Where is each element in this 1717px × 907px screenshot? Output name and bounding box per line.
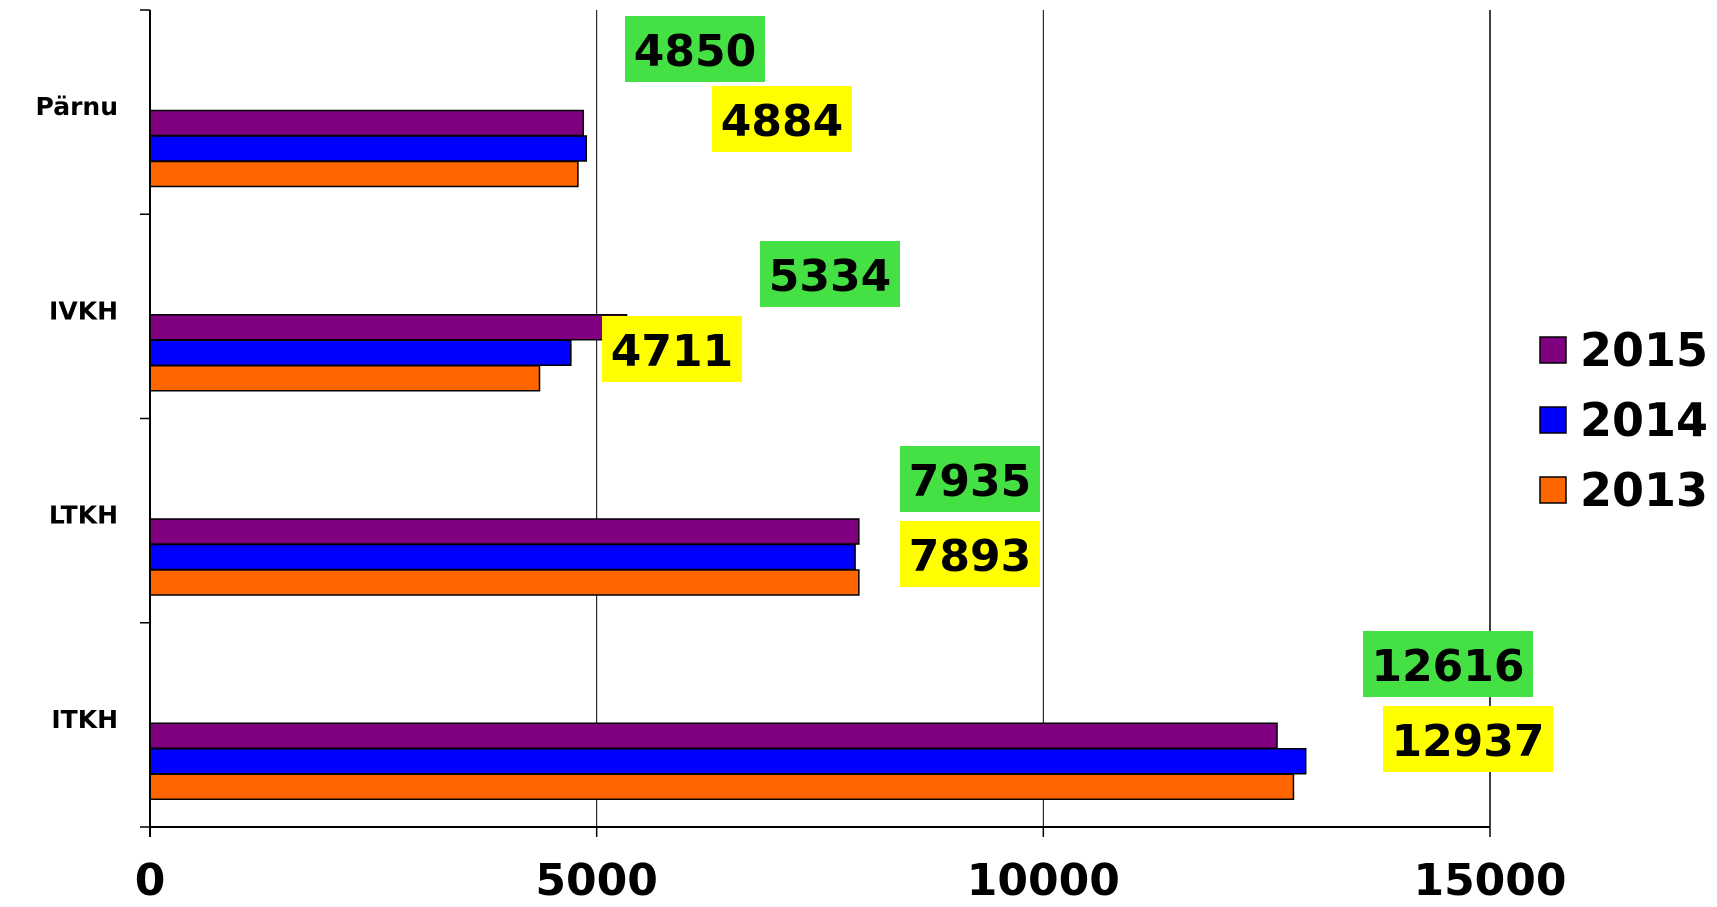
data-label-2014: 7893 xyxy=(900,521,1040,587)
bar-2015-2 xyxy=(149,518,860,545)
data-label-bg xyxy=(602,316,742,382)
data-label-2014: 4711 xyxy=(602,316,742,382)
data-label-text: 12616 xyxy=(1371,641,1524,692)
legend-label: 2014 xyxy=(1580,393,1708,447)
category-label: Pärnu xyxy=(36,92,118,121)
data-label-bg xyxy=(712,86,852,152)
data-label-bg xyxy=(625,16,765,82)
x-tick-label: 10000 xyxy=(967,855,1120,906)
bar-2014-1 xyxy=(149,339,572,366)
bar-2015-1 xyxy=(149,314,628,341)
legend: 2015 2014 2013 xyxy=(1539,323,1708,517)
bar-2013-1 xyxy=(149,365,541,392)
data-label-2015: 5334 xyxy=(760,241,900,307)
bar-2015-0 xyxy=(149,109,585,137)
legend-swatch xyxy=(1539,476,1567,504)
data-label-bg xyxy=(900,521,1040,587)
data-label-2014: 12937 xyxy=(1383,706,1553,772)
x-tick-label: 0 xyxy=(135,855,166,906)
data-label-text: 7893 xyxy=(909,531,1031,582)
bar-2015-3 xyxy=(149,722,1278,749)
data-label-2015: 12616 xyxy=(1363,631,1533,697)
legend-swatch xyxy=(1539,406,1567,434)
data-label-2015: 7935 xyxy=(900,446,1040,512)
legend-swatch xyxy=(1539,336,1567,364)
x-tick-label: 15000 xyxy=(1413,855,1566,906)
data-label-text: 4884 xyxy=(721,96,843,147)
data-label-bg xyxy=(900,446,1040,512)
x-tick-label: 5000 xyxy=(535,855,657,906)
data-labels: 4850 4884 5334 4711 7935 7893 12616 12937 xyxy=(602,16,1553,772)
data-label-bg xyxy=(1383,706,1553,772)
bar-2014-3 xyxy=(149,748,1307,775)
legend-label: 2013 xyxy=(1580,463,1708,517)
data-label-text: 12937 xyxy=(1391,716,1544,767)
category-label: IVKH xyxy=(49,296,118,325)
bar-2014-0 xyxy=(149,135,588,162)
data-label-bg xyxy=(760,241,900,307)
bar-2014-2 xyxy=(149,543,856,571)
bar-2013-0 xyxy=(149,160,579,188)
bar-2013-2 xyxy=(149,569,860,596)
category-label: LTKH xyxy=(49,501,118,530)
category-label: ITKH xyxy=(51,705,118,734)
data-label-text: 4711 xyxy=(611,326,733,377)
data-label-text: 7935 xyxy=(909,456,1031,507)
data-label-2014: 4884 xyxy=(712,86,852,152)
data-label-text: 5334 xyxy=(769,251,891,302)
legend-label: 2015 xyxy=(1580,323,1708,377)
bar-2013-3 xyxy=(149,773,1295,800)
bars xyxy=(149,109,1307,800)
data-label-2015: 4850 xyxy=(625,16,765,82)
data-label-bg xyxy=(1363,631,1533,697)
data-label-text: 4850 xyxy=(634,26,756,77)
axes: Pärnu IVKH LTKH ITKH 0 5000 10000 15000 xyxy=(36,9,1567,906)
